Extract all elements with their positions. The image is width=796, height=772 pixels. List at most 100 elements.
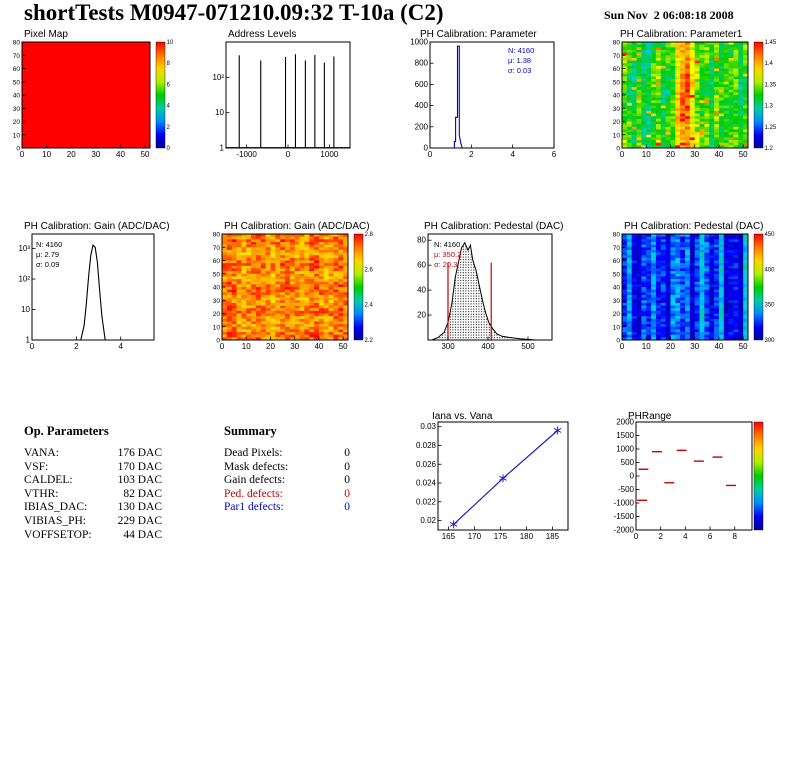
- svg-text:30: 30: [13, 106, 21, 113]
- svg-text:1500: 1500: [616, 431, 634, 440]
- svg-text:40: 40: [13, 93, 21, 100]
- svg-text:1.3: 1.3: [765, 104, 774, 110]
- svg-text:80: 80: [13, 40, 21, 47]
- svg-text:0: 0: [20, 150, 25, 159]
- ph-cal-parameter-title: PH Calibration: Parameter: [420, 29, 537, 40]
- summary-label: Gain defects:: [224, 474, 285, 487]
- svg-text:40: 40: [613, 285, 621, 292]
- svg-text:0: 0: [30, 342, 35, 351]
- ph-cal-parameter1-title: PH Calibration: Parameter1: [620, 29, 743, 40]
- svg-text:0: 0: [286, 150, 291, 159]
- iana-vs-vana-title: Iana vs. Vana: [432, 411, 493, 422]
- gain_map-content: [221, 233, 364, 341]
- svg-text:400: 400: [481, 342, 495, 351]
- svg-text:2: 2: [658, 532, 663, 541]
- op-parameters-title: Op. Parameters: [24, 424, 109, 438]
- ph-cal-parameter-plot: 0 2 4 6 0 200 400 600 800 1000: [410, 38, 557, 160]
- pedestal_map-content: [621, 233, 764, 341]
- panel-pixel-map: Pixel Map 0 10 20 30 40 50 0 10 20 30 40 50 60 70 80 10…: [8, 28, 204, 178]
- svg-text:2.2: 2.2: [365, 338, 374, 344]
- svg-text:1: 1: [220, 144, 225, 153]
- svg-text:4: 4: [119, 342, 124, 351]
- svg-text:40: 40: [417, 286, 426, 295]
- svg-text:50: 50: [739, 150, 748, 159]
- svg-text:30: 30: [91, 150, 100, 159]
- iana_vs_vana-content: [437, 421, 569, 531]
- summary-value: 0: [344, 487, 350, 500]
- svg-text:1.2: 1.2: [765, 146, 774, 152]
- svg-text:170: 170: [468, 532, 482, 541]
- stat-sigma: σ: 20.3: [434, 260, 458, 269]
- pedestal_map-axes: 0 10 20 30 40 50 0 10 20 30 40 50 60 70 80 450 400 350 300: [613, 232, 775, 352]
- op-param-label: VSF:: [24, 460, 49, 473]
- svg-text:10: 10: [642, 342, 651, 351]
- address_levels-content: [225, 41, 351, 149]
- svg-text:0: 0: [220, 342, 225, 351]
- svg-text:20: 20: [213, 311, 221, 318]
- timestamp: Sun Nov 2 06:08:18 2008: [604, 8, 734, 22]
- svg-text:350: 350: [765, 303, 776, 309]
- address_levels-axes: -1000 0 1000 1 10 10²: [212, 73, 338, 159]
- svg-text:20: 20: [666, 342, 675, 351]
- pedestal-map-title: PH Calibration: Pedestal (DAC): [624, 221, 764, 232]
- stat-mean: μ: 350.2: [434, 250, 462, 259]
- svg-text:40: 40: [714, 150, 723, 159]
- svg-text:70: 70: [613, 53, 621, 60]
- svg-text:60: 60: [417, 261, 426, 270]
- svg-text:2: 2: [167, 125, 171, 131]
- op-param-label: VANA:: [24, 447, 59, 459]
- gain-map-title: PH Calibration: Gain (ADC/DAC): [224, 221, 370, 232]
- svg-text:0: 0: [620, 342, 625, 351]
- op-param-label: VIBIAS_PH:: [24, 514, 86, 527]
- summary-value: 0: [344, 460, 350, 473]
- svg-text:6: 6: [708, 532, 713, 541]
- svg-text:10: 10: [21, 305, 30, 314]
- ph-cal-parameter1-plot: 0 10 20 30 40 50 0 10 20 30 40 50 60 70 80 1.45 1.4 1.35 1…: [613, 40, 777, 160]
- svg-text:450: 450: [765, 232, 776, 238]
- svg-text:20: 20: [613, 311, 621, 318]
- svg-text:10³: 10³: [18, 244, 30, 253]
- gain-map-plot: 0 10 20 30 40 50 0 10 20 30 40 50 60 70 80 2.8 2.6 2.4 2.2: [213, 232, 374, 352]
- summary-row: Mask defects: 0: [224, 461, 350, 475]
- panel-gain-map: PH Calibration: Gain (ADC/DAC) 0 10 20 30 40…: [208, 220, 404, 370]
- svg-text:4: 4: [167, 104, 171, 110]
- ph-range-plot: 0 2 4 6 8 2000 1500 1000 500 0 -500 -1000 -1500 -2000: [614, 418, 764, 541]
- summary-title: Summary: [224, 424, 277, 438]
- svg-text:1000: 1000: [616, 445, 634, 454]
- svg-text:30: 30: [613, 298, 621, 305]
- svg-text:70: 70: [213, 245, 221, 252]
- op-param-row: IBIAS_DAC: 130 DAC: [24, 501, 162, 515]
- svg-text:50: 50: [213, 271, 221, 278]
- panel-pedestal-map: PH Calibration: Pedestal (DAC) 0 10 20 30 40…: [608, 220, 796, 370]
- summary-label: Mask defects:: [224, 460, 289, 473]
- svg-text:10: 10: [242, 342, 251, 351]
- svg-text:50: 50: [613, 79, 621, 86]
- panel-pedestal-hist: PH Calibration: Pedestal (DAC) 300 400 500…: [408, 220, 604, 370]
- svg-text:1.35: 1.35: [765, 82, 777, 88]
- svg-text:0.022: 0.022: [416, 497, 437, 506]
- op-param-label: IBIAS_DAC:: [24, 501, 88, 514]
- op-param-row: VIBIAS_PH: 229 DAC: [24, 515, 162, 529]
- gain_map-axes: 0 10 20 30 40 50 0 10 20 30 40 50 60 70 80 2.8 2.6 2.4 2.2: [213, 232, 374, 352]
- ph_cal_parameter-axes: 0 2 4 6 0 200 400 600 800 1000: [410, 38, 557, 160]
- gain_hist-axes: 0 2 4 1 10 10² 10³: [18, 244, 123, 351]
- address-levels-title: Address Levels: [228, 29, 297, 40]
- svg-text:40: 40: [116, 150, 125, 159]
- svg-text:10: 10: [613, 324, 621, 331]
- iana-vs-vana-plot: 165 170 175 180 185 0.02 0.022 0.024 0.026 0.028 0…: [416, 421, 569, 541]
- page-title: shortTests M0947-071210.09:32 T-10a (C2): [24, 0, 444, 25]
- ph-range-title: PHRange: [628, 411, 672, 422]
- svg-text:300: 300: [441, 342, 455, 351]
- svg-text:0.02: 0.02: [420, 516, 436, 525]
- svg-text:0.026: 0.026: [416, 460, 437, 469]
- pedestal_hist-content: [427, 233, 553, 341]
- svg-text:0: 0: [630, 472, 635, 481]
- svg-text:20: 20: [266, 342, 275, 351]
- op-param-label: CALDEL:: [24, 474, 73, 487]
- svg-text:10: 10: [215, 108, 224, 117]
- panel-ph-cal-parameter: PH Calibration: Parameter 0 2 4 6 0 200 400 600…: [408, 28, 604, 178]
- svg-text:1.25: 1.25: [765, 125, 777, 131]
- stat-entries: N: 4160: [434, 240, 461, 249]
